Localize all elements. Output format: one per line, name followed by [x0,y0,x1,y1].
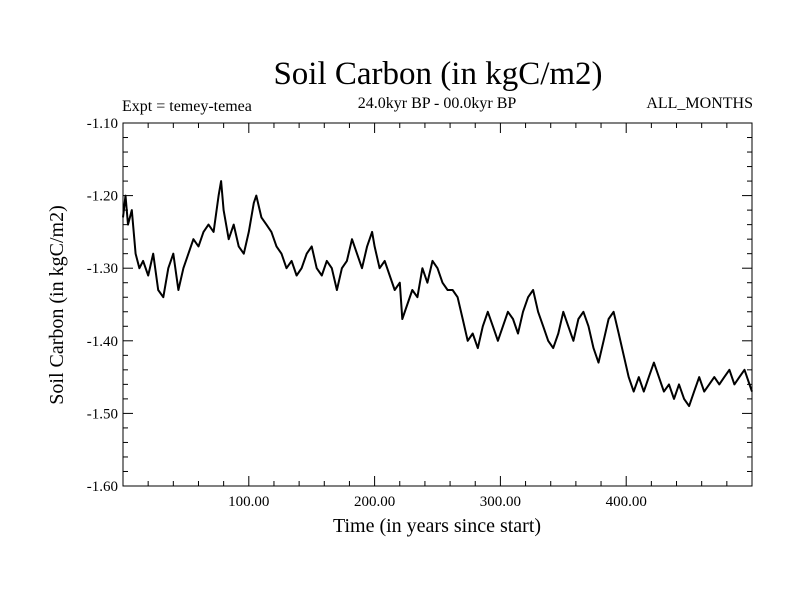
chart-subtitle: 24.0kyr BP - 00.0kyr BP [358,95,517,112]
y-tick-label: -1.40 [87,334,118,350]
y-axis-label: Soil Carbon (in kgC/m2) [46,205,68,404]
x-tick-label: 400.00 [606,494,647,510]
x-tick-label: 100.00 [228,494,269,510]
chart-title: Soil Carbon (in kgC/m2) [273,56,602,92]
y-tick-label: -1.20 [87,189,118,205]
y-axis: -1.10 -1.20 -1.30 -1.40 -1.50 -1.60 [87,116,752,495]
plot-frame [122,122,753,487]
plot-area [122,122,753,487]
x-axis-label: Time (in years since start) [333,515,541,537]
y-tick-label: -1.60 [87,479,118,495]
y-tick-label: -1.10 [87,116,118,132]
months-label: ALL_MONTHS [646,95,753,112]
y-tick-label: -1.30 [87,261,118,277]
experiment-label: Expt = temey-temea [122,98,252,115]
x-axis: 100.00 200.00 300.00 400.00 [147,123,728,510]
soil-carbon-series-line [122,180,753,408]
y-tick-label: -1.50 [87,406,118,422]
x-tick-label: 300.00 [480,494,521,510]
x-tick-label: 200.00 [354,494,395,510]
